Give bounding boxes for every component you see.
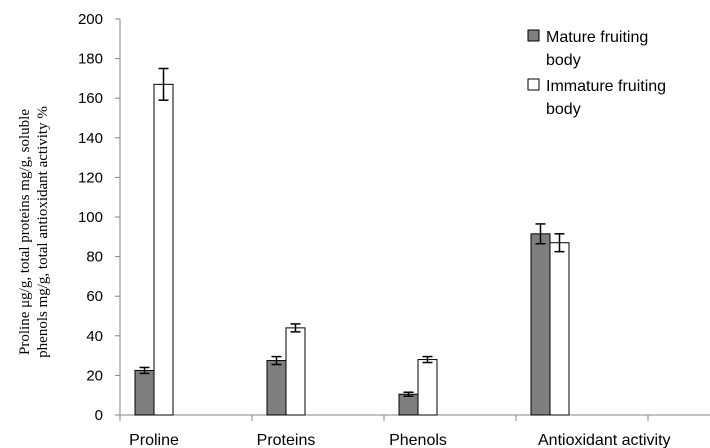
bar-mature — [134, 369, 155, 416]
y-tick-label: 20 — [86, 367, 103, 384]
legend-swatch-immature — [527, 78, 540, 91]
plot-area: 0 20 40 60 80 100 120 140 160 180 200 Proline Protei… — [78, 11, 710, 448]
y-tick-label: 180 — [78, 51, 103, 68]
y-tick-label: 40 — [86, 328, 103, 345]
x-tick-label: Proteins — [257, 432, 316, 448]
legend: Mature fruiting body Immature fruiting body — [527, 29, 666, 118]
y-tick-label: 200 — [78, 11, 103, 28]
legend-label: Mature fruiting — [546, 29, 648, 46]
y-axis-label: Proline μg/g, total proteins mg/g, solub… — [17, 106, 51, 358]
legend-label: body — [546, 101, 581, 118]
legend-label: Immature fruiting — [546, 78, 666, 95]
y-tick-label: 80 — [86, 249, 103, 266]
bar-mature — [398, 393, 419, 416]
bar-immature — [153, 83, 174, 416]
bar-immature — [285, 327, 306, 416]
y-tick-label: 100 — [78, 209, 103, 226]
x-tick-label: Proline — [129, 432, 179, 448]
y-tick-label: 60 — [86, 288, 103, 305]
bar-mature — [266, 360, 287, 416]
y-tick-label: 160 — [78, 90, 103, 107]
legend-swatch-mature — [527, 29, 540, 42]
y-axis-label-line-1: Proline μg/g, total proteins mg/g, solub… — [17, 109, 33, 355]
bar-immature — [417, 359, 438, 416]
x-tick-label: Antioxidant activity — [538, 432, 671, 448]
x-tick-label: Phenols — [389, 432, 447, 448]
bar-immature — [549, 242, 570, 416]
y-tick-label: 120 — [78, 169, 103, 186]
y-tick-label: 0 — [95, 407, 103, 424]
y-axis-label-line-2: phenols mg/g, total antioxidant activity… — [35, 106, 51, 358]
legend-label: body — [546, 52, 581, 69]
y-tick-label: 140 — [78, 130, 103, 147]
bar-mature — [530, 233, 551, 416]
